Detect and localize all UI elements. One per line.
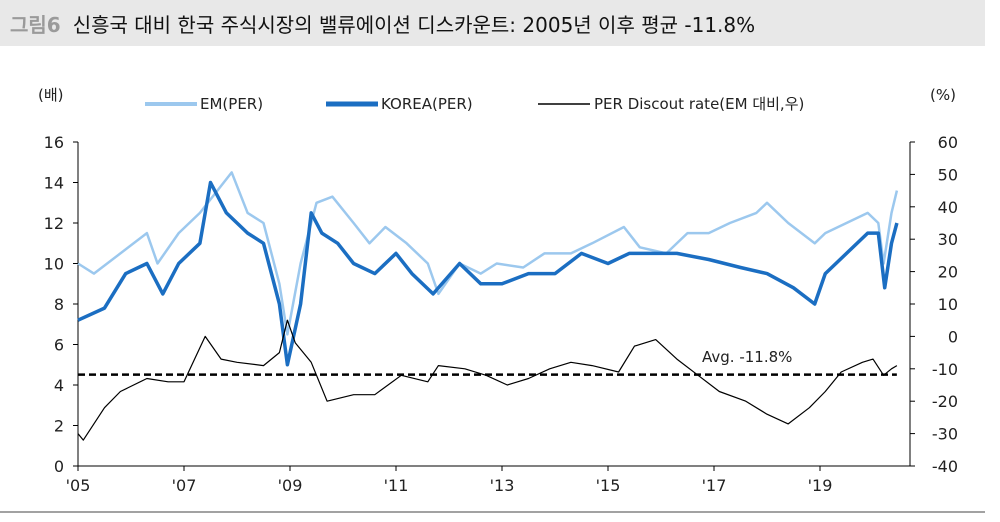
right-tick-label: 60 — [938, 133, 958, 152]
right-tick-label: 20 — [938, 263, 958, 282]
x-tick-label: '13 — [490, 476, 515, 495]
legend-label-discount: PER Discout rate(EM 대비,우) — [594, 95, 804, 113]
x-tick-label: '11 — [384, 476, 409, 495]
x-tick-label: '15 — [596, 476, 621, 495]
chart-title: 신흥국 대비 한국 주식시장의 밸류에이션 디스카운트: 2005년 이후 평균… — [72, 12, 756, 37]
right-tick-label: 0 — [948, 327, 958, 346]
x-tick-label: '19 — [808, 476, 833, 495]
left-tick-label: 6 — [54, 336, 64, 355]
series-line-1 — [77, 180, 899, 367]
left-tick-label: 16 — [44, 133, 64, 152]
left-tick-label: 8 — [54, 295, 64, 314]
left-axis-unit: (배) — [38, 86, 64, 104]
left-tick-label: 0 — [54, 457, 64, 476]
x-tick-label: '09 — [278, 476, 303, 495]
figure-label: 그림6 — [10, 12, 61, 37]
right-tick-label: -40 — [932, 457, 958, 476]
series-line-0 — [77, 171, 899, 336]
title-bar: 그림6 신흥국 대비 한국 주식시장의 밸류에이션 디스카운트: 2005년 이… — [0, 0, 985, 46]
right-tick-label: 10 — [938, 295, 958, 314]
x-tick-label: '07 — [172, 476, 197, 495]
right-tick-label: 50 — [938, 165, 958, 184]
legend-label-em: EM(PER) — [200, 95, 263, 113]
left-tick-label: 10 — [44, 255, 64, 274]
series-line-2 — [77, 319, 898, 441]
left-tick-label: 2 — [54, 417, 64, 436]
right-axis-unit: (%) — [930, 86, 956, 104]
right-tick-label: 30 — [938, 230, 958, 249]
right-tick-label: -30 — [932, 425, 958, 444]
right-tick-label: 40 — [938, 198, 958, 217]
left-tick-label: 12 — [44, 214, 64, 233]
x-tick-label: '17 — [702, 476, 727, 495]
left-tick-label: 4 — [54, 376, 64, 395]
legend: EM(PER) KOREA(PER) PER Discout rate(EM 대… — [145, 95, 804, 113]
right-tick-label: -20 — [932, 392, 958, 411]
right-tick-label: -10 — [932, 360, 958, 379]
left-tick-label: 14 — [44, 174, 64, 193]
x-tick-label: '05 — [66, 476, 91, 495]
average-annotation: Avg. -11.8% — [702, 348, 792, 366]
legend-label-korea: KOREA(PER) — [381, 95, 473, 113]
